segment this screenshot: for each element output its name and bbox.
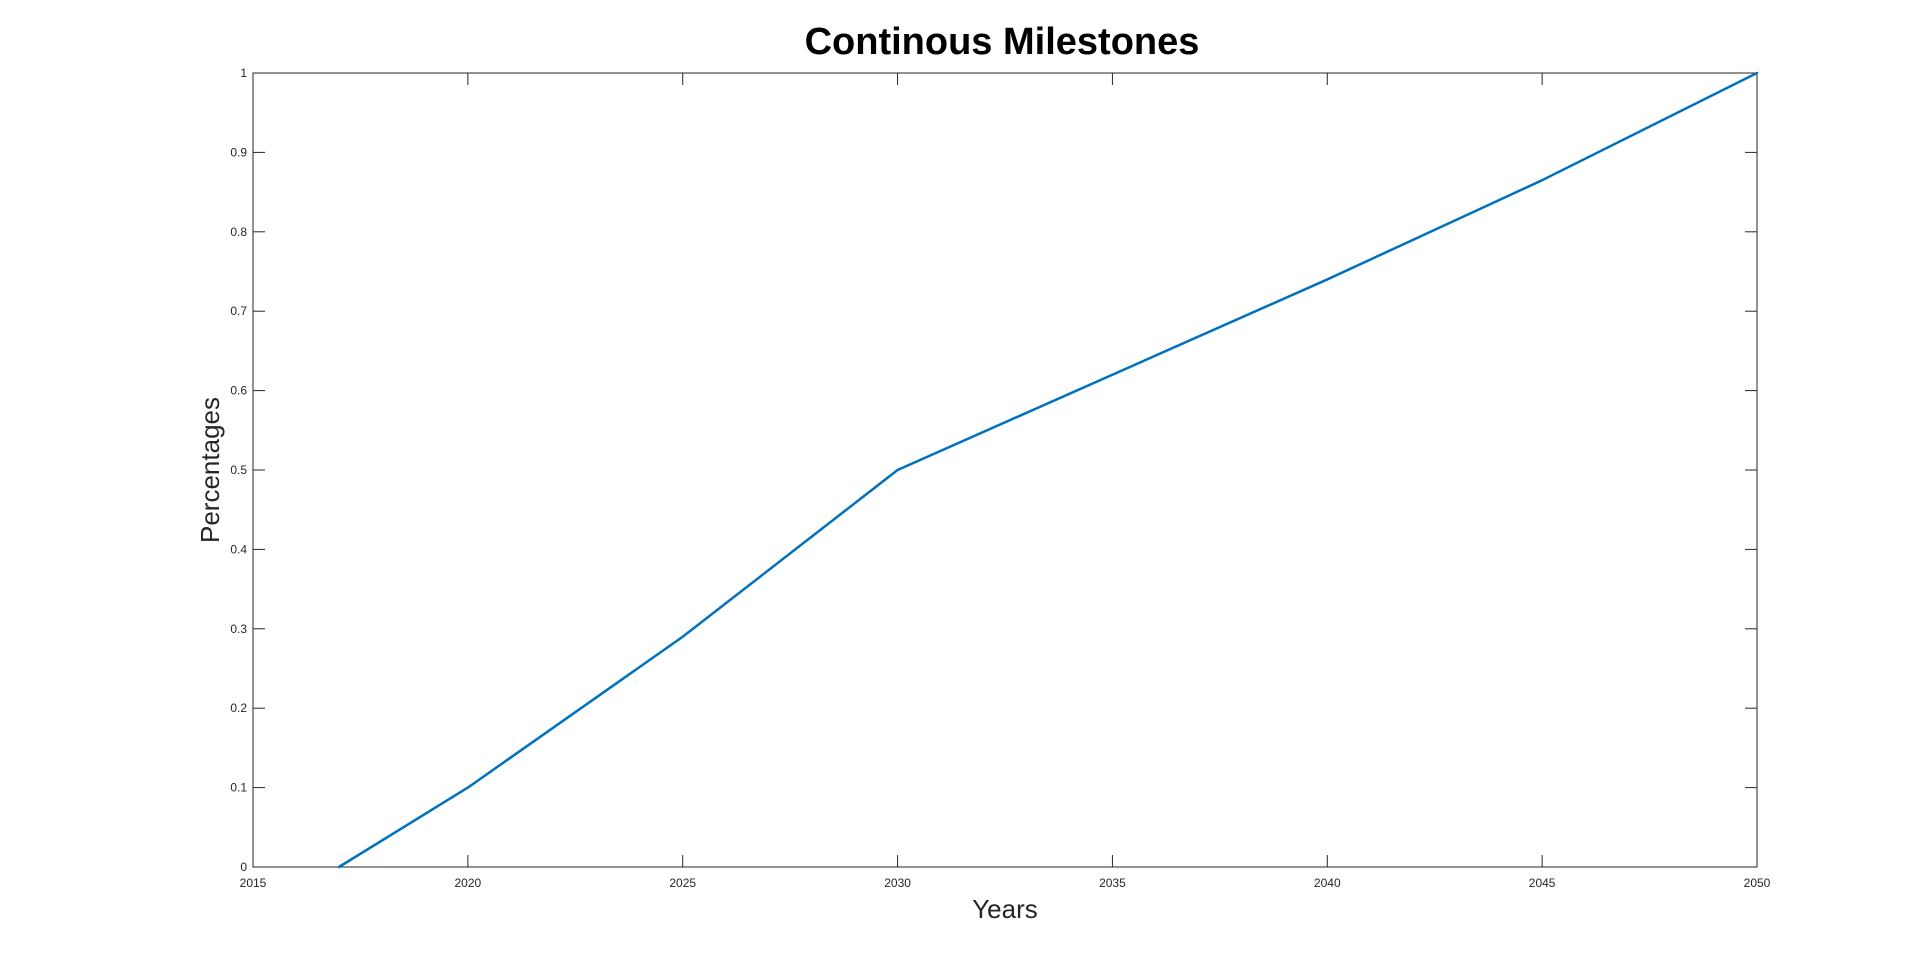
y-tick-label: 0.8 — [230, 225, 247, 239]
x-tick-label: 2045 — [1529, 876, 1556, 890]
y-tick-label: 0.5 — [230, 463, 247, 477]
y-axis-ticks — [253, 72, 1757, 868]
y-tick-label: 0.1 — [230, 781, 247, 795]
series-line — [337, 71, 1759, 869]
x-axis-tick-labels: 2015 2020 2025 2030 2035 2040 2045 2050 — [240, 876, 1771, 890]
y-tick-label: 0.6 — [230, 384, 247, 398]
y-axis-label: Percentages — [195, 397, 225, 543]
y-tick-label: 0.9 — [230, 145, 247, 159]
x-tick-label: 2050 — [1744, 876, 1771, 890]
x-tick-label: 2035 — [1099, 876, 1126, 890]
x-tick-label: 2015 — [240, 876, 267, 890]
y-tick-label: 0.4 — [230, 542, 247, 556]
series-layer — [337, 71, 1759, 869]
y-tick-label: 0 — [240, 860, 247, 874]
x-tick-label: 2020 — [455, 876, 482, 890]
x-tick-label: 2030 — [884, 876, 911, 890]
y-tick-label: 1 — [240, 66, 247, 80]
y-tick-label: 0.7 — [230, 304, 247, 318]
y-tick-label: 0.3 — [230, 622, 247, 636]
x-tick-label: 2025 — [669, 876, 696, 890]
x-axis-label: Years — [972, 894, 1038, 924]
x-axis-ticks — [252, 73, 1758, 867]
x-tick-label: 2040 — [1314, 876, 1341, 890]
y-tick-label: 0.2 — [230, 701, 247, 715]
plot-area — [252, 72, 1758, 868]
chart-title: Continous Milestones — [805, 21, 1200, 63]
y-axis-tick-labels: 0 0.1 0.2 0.3 0.4 0.5 0.6 0.7 0.8 0.9 1 — [230, 66, 247, 874]
